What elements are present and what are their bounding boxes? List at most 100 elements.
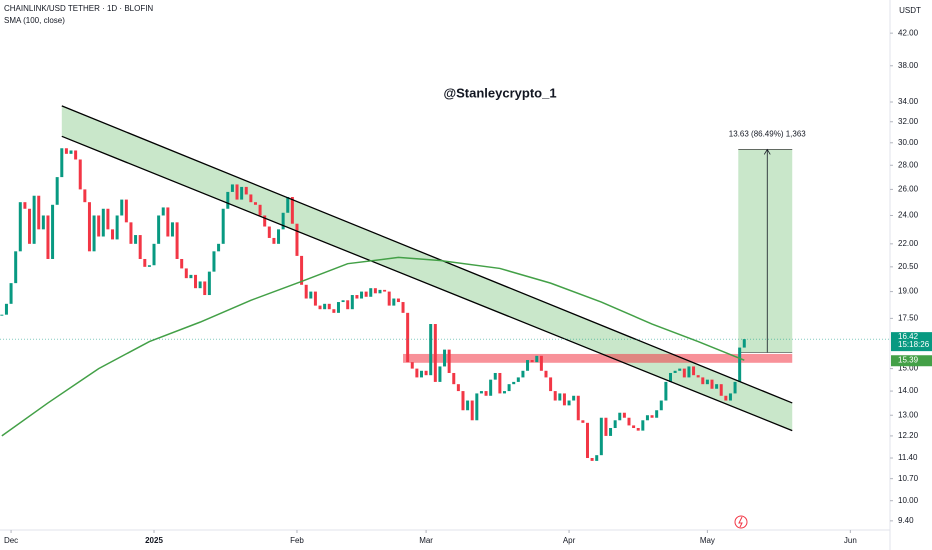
candle bbox=[443, 349, 447, 367]
candle bbox=[69, 150, 73, 154]
candle bbox=[530, 360, 534, 363]
candle bbox=[46, 215, 50, 259]
candle bbox=[406, 312, 410, 363]
x-tick-label: Mar bbox=[419, 536, 433, 545]
y-tick-label: 34.00 bbox=[898, 97, 919, 106]
candle bbox=[673, 370, 677, 373]
candle bbox=[392, 298, 396, 306]
currency: USDT bbox=[899, 6, 921, 15]
sma-price-box bbox=[891, 355, 932, 367]
candle bbox=[604, 417, 608, 436]
candle bbox=[0, 314, 4, 316]
candle bbox=[14, 251, 18, 284]
candle bbox=[323, 303, 327, 310]
candle bbox=[336, 302, 340, 313]
candle bbox=[378, 289, 382, 294]
candle bbox=[507, 384, 511, 392]
candle bbox=[627, 417, 631, 426]
candle bbox=[217, 243, 221, 252]
candle bbox=[512, 381, 516, 385]
candle bbox=[484, 391, 488, 396]
last-price-box bbox=[891, 332, 932, 352]
candle bbox=[253, 202, 257, 205]
lightning-icon[interactable] bbox=[734, 515, 748, 529]
arrow-head bbox=[763, 148, 771, 155]
candle bbox=[355, 295, 359, 299]
candle bbox=[396, 298, 400, 303]
y-tick-label: 28.00 bbox=[898, 160, 919, 169]
candle bbox=[364, 291, 368, 297]
candle bbox=[466, 400, 470, 411]
y-tick-label: 17.50 bbox=[898, 313, 919, 322]
candle bbox=[641, 420, 645, 431]
candle bbox=[581, 420, 585, 423]
y-tick-label: 24.00 bbox=[898, 211, 919, 220]
candle bbox=[456, 384, 460, 392]
candle bbox=[249, 194, 253, 203]
candle bbox=[526, 360, 530, 371]
resistance-zone bbox=[403, 353, 793, 363]
y-tick-label: 38.00 bbox=[898, 61, 919, 70]
countdown-label: 15:18:26 bbox=[898, 340, 930, 349]
candle bbox=[701, 377, 705, 385]
channel-lower bbox=[61, 135, 793, 432]
x-tick-label: Dec bbox=[4, 536, 18, 545]
candle bbox=[479, 391, 483, 394]
candle bbox=[595, 455, 599, 461]
y-tick-label: 9.40 bbox=[898, 516, 914, 525]
candle bbox=[166, 207, 170, 237]
channel-fill bbox=[61, 105, 793, 431]
y-tick-label: 11.40 bbox=[898, 453, 918, 462]
candle bbox=[32, 195, 36, 244]
candle bbox=[60, 148, 64, 178]
candle bbox=[258, 204, 262, 216]
candle bbox=[161, 207, 165, 216]
candles bbox=[0, 148, 746, 461]
candle bbox=[475, 393, 479, 421]
measure-label: 13.63 (86.49%) 1,363 bbox=[729, 130, 806, 139]
candle bbox=[415, 368, 419, 378]
x-tick-label: Feb bbox=[290, 536, 304, 545]
candle bbox=[433, 324, 437, 382]
candle bbox=[51, 204, 55, 259]
candle bbox=[636, 428, 640, 431]
candle bbox=[184, 268, 188, 279]
candle bbox=[170, 222, 174, 237]
candle bbox=[327, 303, 331, 310]
y-tick-label: 10.70 bbox=[898, 474, 919, 483]
last-price-label: 16.42 bbox=[898, 332, 919, 341]
candle bbox=[696, 375, 700, 378]
x-tick-label: Apr bbox=[563, 536, 576, 545]
candle bbox=[120, 199, 124, 216]
candle bbox=[281, 212, 285, 230]
candle bbox=[341, 300, 345, 303]
y-tick-label: 12.20 bbox=[898, 431, 919, 440]
candle bbox=[230, 184, 234, 192]
candle bbox=[143, 258, 147, 267]
event-marker[interactable] bbox=[734, 515, 748, 529]
candle bbox=[106, 208, 110, 230]
candle bbox=[618, 412, 622, 421]
candle bbox=[632, 425, 636, 429]
candle bbox=[461, 391, 465, 411]
candle bbox=[728, 393, 732, 401]
y-tick-label: 14.00 bbox=[898, 386, 919, 395]
candle bbox=[678, 368, 682, 371]
candle bbox=[502, 391, 506, 394]
candle bbox=[410, 362, 414, 369]
candle bbox=[369, 288, 373, 297]
candle bbox=[28, 208, 32, 244]
candle bbox=[655, 410, 659, 418]
candle bbox=[585, 422, 589, 459]
candle bbox=[516, 377, 520, 382]
candle bbox=[424, 370, 428, 376]
symbol-title: CHAINLINK/USD TETHER · 1D · BLOFIN bbox=[4, 4, 153, 13]
candle bbox=[277, 229, 281, 244]
candle bbox=[733, 381, 737, 394]
candle bbox=[692, 366, 696, 376]
candle bbox=[115, 215, 119, 240]
y-tick-label: 19.00 bbox=[898, 287, 919, 296]
candle bbox=[346, 300, 350, 310]
